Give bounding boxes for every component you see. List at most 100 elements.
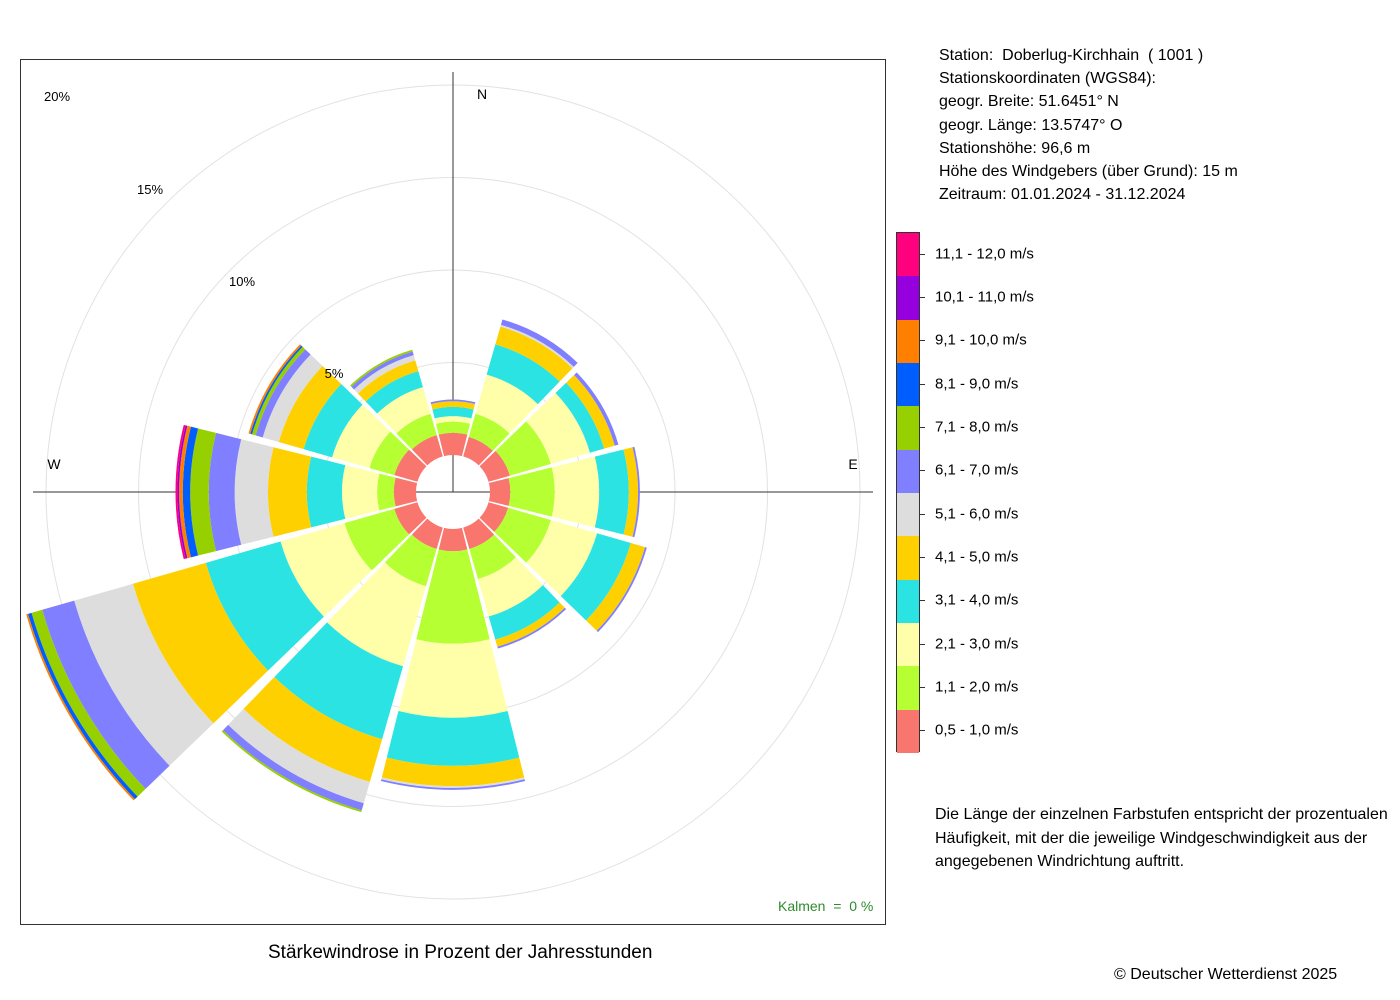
legend-label-class7: 6,1 - 7,0 m/s [935,461,1019,479]
rose-segment-210deg-class3 [327,562,426,667]
chart-caption: Stärkewindrose in Prozent der Jahresstun… [268,942,653,963]
rose-segment-270deg-class11 [177,425,188,559]
legend-label-class10: 9,1 - 10,0 m/s [935,331,1027,349]
station-info: Station: Doberlug-Kirchhain ( 1001 ) Sta… [939,44,1238,206]
rose-segment-330deg-class1 [411,435,443,466]
compass-label-e: E [848,456,857,472]
rose-segment-60deg-class7 [574,372,619,446]
rose-segment-120deg-class5 [586,542,646,631]
legend-label-class2: 1,1 - 2,0 m/s [935,678,1019,696]
time-period: Zeitraum: 01.01.2024 - 31.12.2024 [939,186,1186,204]
rose-segment-180deg-class1 [438,527,468,552]
rose-segment-330deg-class2 [396,413,437,450]
rose-segment-210deg-class6 [228,708,370,804]
rose-segment-240deg-class7 [42,600,170,789]
legend-swatch-class12 [897,233,919,277]
calm-percentage: Kalmen = 0 % [778,898,874,914]
rose-segment-270deg-class6 [234,439,274,545]
rose-segment-270deg-class3 [342,465,380,519]
legend-tick [919,297,925,298]
rose-segment-150deg-class2 [469,534,516,580]
rose-segment-150deg-class5 [495,602,565,647]
rose-segment-150deg-class3 [477,557,543,617]
legend-swatch-class10 [897,319,919,363]
rose-segment-330deg-class7 [351,351,414,390]
rose-segment-30deg-class7 [500,319,578,367]
rose-segment-60deg-class2 [495,421,551,476]
rose-segment-180deg-class3 [398,639,508,718]
rose-segment-300deg-class7 [255,349,311,438]
rose-segment-0deg-class1 [438,432,468,457]
station-name: Station: Doberlug-Kirchhain ( 1001 ) [939,47,1204,64]
legend-tick [919,513,925,515]
rose-segment-300deg-class3 [332,404,391,469]
rose-segment-240deg-class5 [132,562,269,724]
rose-segment-270deg-class5 [268,447,312,537]
rose-segment-120deg-class4 [560,533,631,621]
rose-segment-240deg-class1 [394,502,427,535]
legend-swatch-class3 [897,622,919,667]
rose-segment-330deg-class4 [365,371,423,414]
legend-label-class4: 3,1 - 4,0 m/s [935,591,1019,609]
rose-segment-300deg-class4 [303,384,363,458]
rose-segment-330deg-class5 [357,360,419,402]
rose-segment-270deg-class4 [306,456,346,528]
rose-segment-270deg-class7 [208,432,242,552]
rose-segment-270deg-class12 [175,424,186,560]
legend-tick [919,687,925,688]
rose-segment-270deg-class1 [393,477,418,507]
rose-segment-180deg-class5 [381,757,525,787]
legend-swatch-class11 [897,276,919,320]
speed-legend-colorbar [896,232,920,753]
legend-tick [919,340,925,342]
rose-segment-300deg-class1 [394,449,427,482]
rose-segment-60deg-class3 [526,393,590,464]
wind-sensor-height: Höhe des Windgebers (über Grund): 15 m [939,163,1238,181]
copyright-notice: © Deutscher Wetterdienst 2025 [1114,966,1338,983]
rose-segment-300deg-class8 [252,346,306,436]
rose-segment-270deg-class10 [179,425,191,559]
station-coordinates-heading: Stationskoordinaten (WGS84): [939,70,1156,88]
rose-segment-180deg-class7 [380,779,526,790]
rose-segment-270deg-class8 [190,428,217,556]
legend-label-class1: 0,5 - 1,0 m/s [935,721,1019,739]
legend-swatch-class5 [897,536,919,580]
legend-tick [919,600,925,602]
rose-plot-area: 5% 10% 15% 20% N E W [26,72,873,900]
rose-segment-0deg-class4 [432,406,474,419]
legend-tick [919,427,925,428]
rose-segment-210deg-class7 [222,724,364,811]
rose-segment-270deg-class9 [182,426,199,558]
radial-tick-label: 20% [44,89,70,104]
rose-segment-60deg-class1 [479,450,510,482]
rose-segment-330deg-class3 [377,387,431,434]
explanation-note: Die Länge der einzelnen Farbstufen entsp… [935,806,1388,870]
rose-segment-90deg-class3 [551,456,600,528]
legend-swatch-class6 [897,492,919,537]
legend-tick [919,557,925,558]
legend-label-class11: 10,1 - 11,0 m/s [935,288,1034,306]
rose-segment-330deg-class8 [350,349,413,387]
station-latitude: geogr. Breite: 51.6451° N [939,93,1119,111]
rose-segment-240deg-class4 [205,541,324,671]
legend-tick [919,383,925,385]
legend-label-class8: 7,1 - 8,0 m/s [935,418,1019,436]
legend-swatch-class8 [897,406,919,450]
rose-segment-90deg-class1 [488,478,511,506]
compass-label-w: W [47,456,61,472]
legend-tick [919,730,925,732]
rose-segment-210deg-class5 [243,676,383,782]
rose-segment-0deg-class7 [430,399,476,405]
rose-segment-60deg-class4 [555,382,605,453]
station-altitude: Stationshöhe: 96,6 m [939,139,1091,157]
legend-swatch-class7 [897,449,919,493]
radial-tick-label: 15% [137,182,163,197]
rose-segment-0deg-class3 [434,416,472,424]
legend-label-class9: 8,1 - 9,0 m/s [935,375,1019,393]
rose-segment-120deg-class2 [494,507,551,563]
rose-segment-30deg-class3 [475,374,538,434]
rose-segment-240deg-class3 [280,523,372,617]
legend-tick [919,253,925,255]
legend-label-class6: 5,1 - 6,0 m/s [935,505,1019,523]
